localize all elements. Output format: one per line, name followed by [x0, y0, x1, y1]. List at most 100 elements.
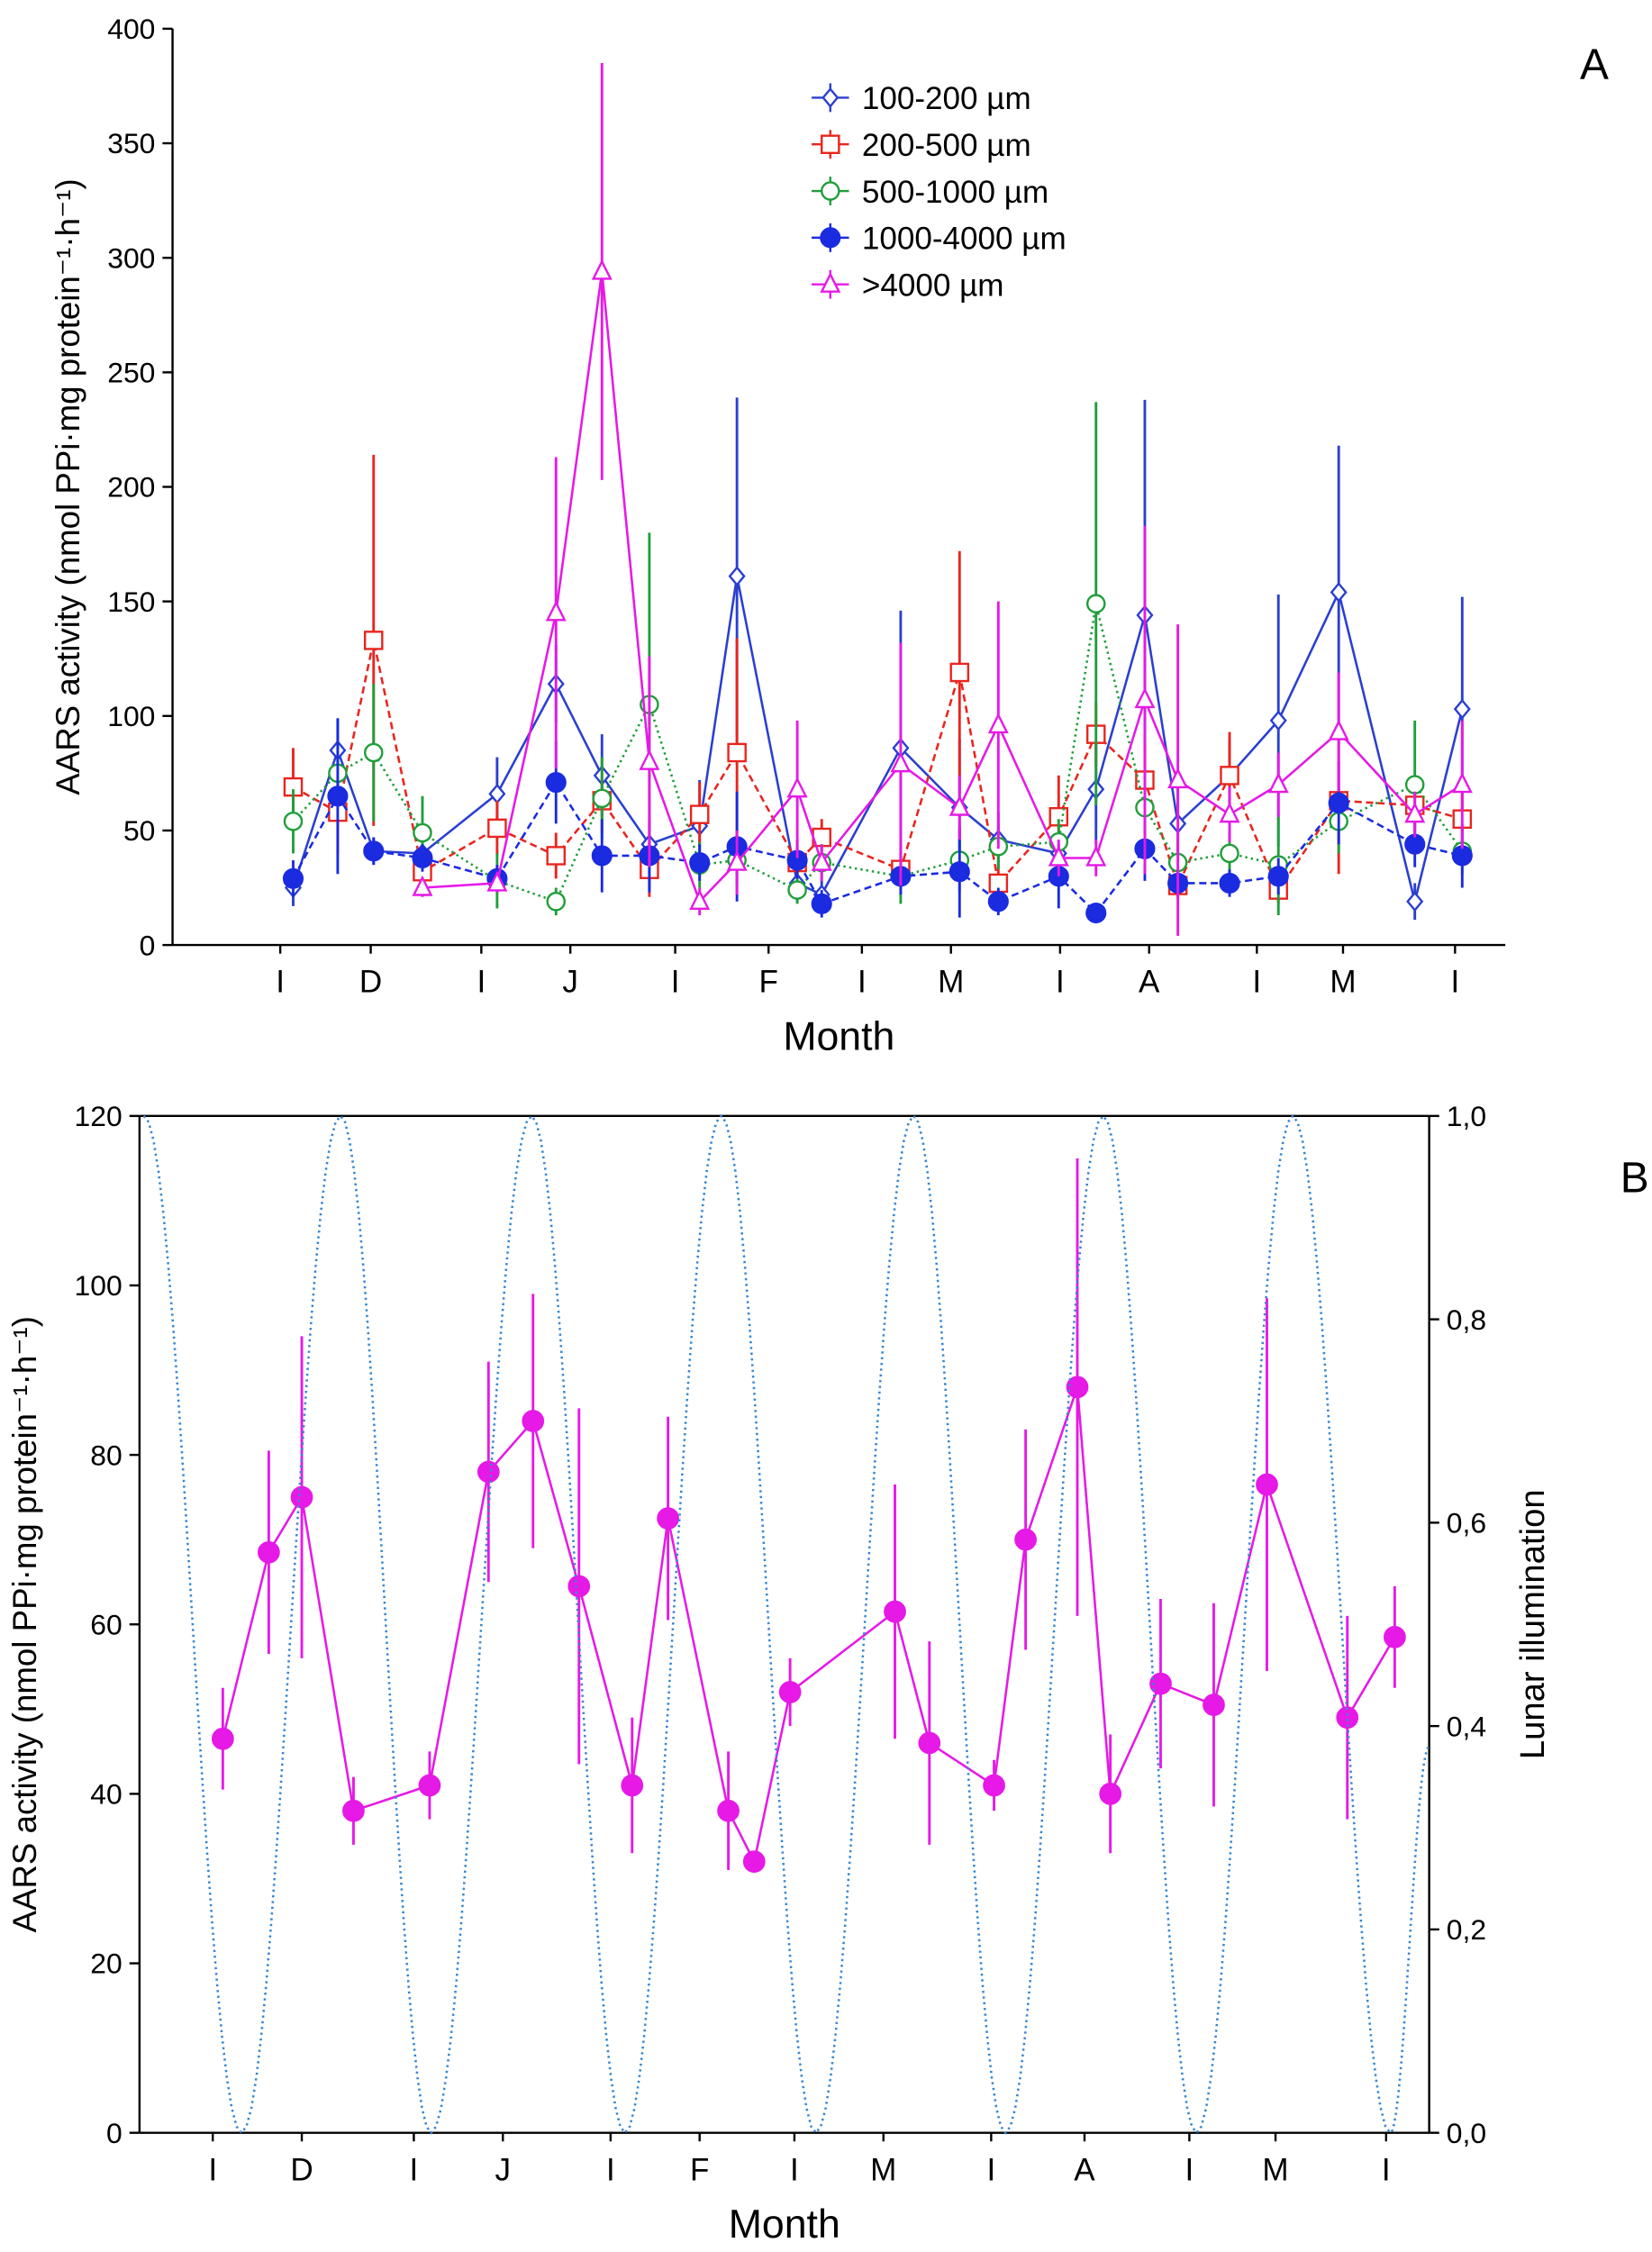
data-point [1269, 710, 1287, 731]
y2-tick-label: 0,6 [1447, 1507, 1486, 1539]
y2-tick-label: 0,8 [1447, 1303, 1486, 1336]
data-point [1336, 1706, 1359, 1730]
y-tick-label: 50 [123, 814, 155, 847]
data-point [1267, 772, 1289, 794]
data-point [364, 742, 384, 763]
data-point [728, 566, 746, 587]
data-point [282, 867, 304, 889]
y2-tick-label: 0,4 [1447, 1710, 1486, 1742]
data-point [1085, 594, 1106, 613]
x-tick-label: I [858, 965, 867, 1000]
data-point [592, 788, 613, 809]
data-point [412, 875, 433, 896]
data-point [1149, 1672, 1172, 1695]
data-point [413, 822, 432, 843]
data-point [949, 662, 970, 683]
data-point [487, 818, 507, 839]
legend-label: 1000-4000 µm [862, 222, 1067, 257]
x-tick-label: I [1185, 2152, 1194, 2187]
data-point [949, 861, 970, 883]
data-point [1219, 802, 1240, 823]
y-tick-label: 300 [107, 241, 155, 274]
data-point [1330, 582, 1348, 603]
legend-label: 100-200 µm [862, 81, 1031, 116]
x-axis-title: Month [783, 1014, 894, 1058]
data-point [689, 804, 710, 824]
x-tick-label: I [1450, 965, 1459, 1000]
data-point [811, 893, 832, 914]
data-point [258, 1540, 280, 1564]
data-point [418, 1774, 441, 1797]
data-point [486, 870, 508, 892]
legend-label: 200-500 µm [862, 128, 1031, 163]
y-tick-label: 40 [90, 1778, 122, 1811]
data-point [522, 1410, 545, 1432]
x-tick-label: A [1139, 965, 1160, 1000]
y-tick-label: 200 [107, 471, 155, 504]
data-point [212, 1727, 234, 1750]
data-point [621, 1774, 644, 1797]
y-tick-label: 350 [107, 127, 155, 159]
x-tick-label: D [290, 2152, 313, 2187]
data-point [1328, 792, 1349, 813]
x-tick-label: M [1330, 965, 1356, 1000]
data-point [987, 713, 1009, 734]
y2-axis-title: Lunar illumination [1513, 1489, 1552, 1759]
y-tick-label: 400 [107, 13, 155, 45]
legend-label: >4000 µm [862, 268, 1004, 303]
legend-marker [821, 181, 840, 201]
series-line [292, 576, 1464, 903]
y-tick-label: 120 [75, 1100, 123, 1132]
lunar-curve [142, 1113, 1430, 2135]
data-point [1453, 698, 1471, 720]
data-point [657, 1507, 679, 1530]
data-point [1404, 775, 1425, 795]
data-point [726, 849, 748, 871]
data-point [546, 846, 567, 866]
y2-tick-label: 1,0 [1447, 1100, 1486, 1132]
y-tick-label: 100 [75, 1269, 123, 1302]
data-point [591, 259, 613, 280]
x-tick-label: I [790, 2152, 799, 2187]
data-point [1267, 866, 1289, 887]
x-tick-label: M [1262, 2152, 1288, 2187]
data-point [1085, 902, 1107, 924]
x-tick-label: M [938, 965, 964, 1000]
series-line [292, 603, 1464, 904]
data-point [1219, 872, 1240, 894]
data-point [1451, 772, 1473, 794]
data-point [890, 751, 912, 773]
data-point [717, 1799, 740, 1822]
data-point [327, 785, 349, 807]
data-point [1167, 767, 1189, 789]
series-line [222, 1386, 1396, 1866]
data-point [477, 1460, 500, 1484]
data-point [1256, 1473, 1278, 1496]
x-tick-label: D [359, 965, 382, 1000]
data-point [1085, 845, 1107, 867]
legend-marker [821, 134, 840, 154]
x-tick-label: F [690, 2152, 709, 2187]
data-point [363, 840, 385, 862]
y-tick-label: 250 [107, 357, 155, 389]
data-point [811, 849, 832, 871]
data-point [639, 749, 660, 770]
x-tick-label: I [276, 965, 285, 1000]
y-tick-label: 150 [107, 586, 155, 618]
panel-letter: B [1620, 1154, 1649, 1202]
y-tick-label: 20 [90, 1948, 122, 1980]
x-tick-label: I [208, 2152, 217, 2187]
data-point [786, 776, 808, 798]
data-point [290, 1485, 313, 1509]
panel-letter: A [1580, 41, 1609, 89]
x-tick-label: I [606, 2152, 615, 2187]
data-point [1451, 845, 1473, 867]
series-line [292, 640, 1463, 893]
data-point [787, 880, 807, 900]
data-point [918, 1731, 941, 1755]
data-point [1220, 766, 1239, 785]
data-point [283, 812, 304, 831]
x-tick-label: I [986, 2152, 995, 2187]
y-tick-label: 100 [107, 700, 155, 732]
